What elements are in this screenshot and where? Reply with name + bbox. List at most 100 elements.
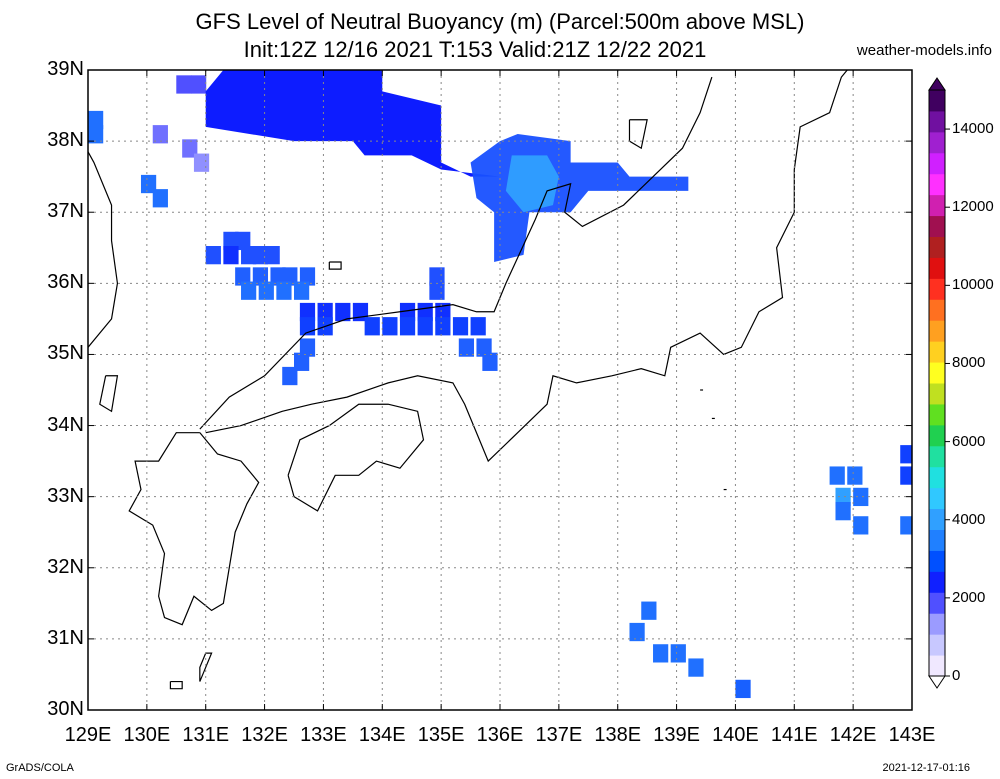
lnb-cell — [270, 267, 286, 286]
lnb-cell — [235, 231, 251, 251]
x-tick-label: 134E — [358, 724, 406, 746]
x-tick-label: 133E — [300, 724, 347, 746]
x-tick-label: 130E — [123, 724, 171, 746]
site-label: weather-models.info — [856, 42, 992, 59]
coastline-segment — [169, 680, 183, 690]
lnb-cell — [629, 622, 645, 642]
coastline-segment — [287, 403, 425, 512]
colorbar-segment — [929, 131, 945, 154]
colorbar-segment — [929, 403, 945, 426]
lnb-cell — [688, 658, 704, 677]
colorbar-segment — [929, 487, 945, 510]
lnb-cell — [299, 267, 316, 286]
colorbar-segment — [929, 655, 945, 677]
lnb-cell — [382, 317, 398, 336]
colorbar-segment — [929, 110, 945, 133]
lnb-cell — [88, 110, 104, 130]
lnb-cell — [670, 644, 686, 663]
colorbar-segment — [929, 466, 945, 489]
colorbar-label: 14000 — [952, 120, 994, 138]
lnb-cell — [88, 125, 104, 144]
coastline-segment — [328, 261, 342, 270]
lnb-blob-cyan — [505, 155, 559, 213]
colorbar-label: 12000 — [952, 198, 994, 216]
lnb-cell — [399, 302, 416, 322]
colorbar-segment — [929, 320, 945, 342]
colorbar-segment — [929, 215, 945, 237]
lnb-cell — [900, 445, 912, 464]
colorbar-segment — [929, 90, 945, 112]
colorbar-segment — [929, 383, 945, 405]
colorbar-min-arrow — [928, 675, 946, 689]
lnb-cell — [223, 246, 239, 265]
lnb-cell — [182, 139, 198, 158]
lnb-cell — [653, 644, 669, 663]
lnb-cell — [470, 317, 486, 336]
colorbar-segment — [929, 341, 945, 363]
map-subtitle: Init:12Z 12/16 2021 T:153 Valid:21Z 12/2… — [243, 37, 707, 62]
y-tick-label: 39N — [47, 58, 84, 80]
lnb-cell — [399, 317, 416, 336]
map-title: GFS Level of Neutral Buoyancy (m) (Parce… — [195, 9, 805, 34]
coastline-segment — [88, 150, 119, 348]
y-tick-label: 31N — [47, 626, 84, 649]
colorbar-segment — [929, 550, 945, 572]
colorbar-segment — [929, 571, 945, 593]
axis-ticks — [87, 69, 913, 711]
colorbar-segment — [929, 299, 945, 321]
y-tick-label: 34N — [47, 413, 84, 436]
x-tick-label: 135E — [417, 724, 465, 746]
colorbar-segment — [929, 236, 945, 258]
lnb-cell — [735, 679, 751, 699]
colorbar-segment — [929, 362, 945, 384]
lnb-cell — [641, 601, 657, 620]
x-tick-label: 132E — [241, 724, 288, 746]
lnb-cell — [294, 281, 310, 300]
lnb-cell — [235, 267, 251, 286]
lnb-cell — [140, 174, 157, 194]
x-tick-label: 138E — [594, 724, 642, 746]
colorbar-segment — [929, 508, 945, 530]
colorbar-label: 10000 — [952, 276, 994, 294]
x-tick-label: 141E — [770, 724, 818, 746]
x-tick-label: 142E — [829, 724, 877, 746]
colorbar-label: 8000 — [952, 354, 986, 372]
colorbar — [928, 77, 950, 689]
lnb-cell — [193, 153, 210, 172]
x-tick-label: 137E — [535, 724, 583, 746]
coastline-segment — [128, 432, 260, 626]
y-tick-label: 37N — [47, 200, 84, 223]
coastline-segment — [199, 76, 713, 430]
lnb-cell — [152, 189, 168, 208]
lnb-cell — [435, 302, 451, 322]
colorbar-label: 0 — [952, 667, 961, 684]
x-tick-label: 139E — [653, 724, 700, 746]
colorbar-label: 4000 — [952, 510, 986, 528]
lnb-cell — [176, 75, 192, 94]
y-tick-label: 35N — [47, 342, 84, 365]
lnb-cell — [835, 487, 851, 507]
lnb-cell — [191, 75, 207, 94]
lnb-field — [88, 70, 912, 699]
footer-credit: GrADS/COLA — [6, 762, 74, 774]
y-tick-label: 33N — [47, 484, 84, 507]
colorbar-segment — [929, 592, 945, 614]
lnb-cell — [294, 352, 310, 371]
x-tick-label: 140E — [712, 724, 759, 746]
lnb-cell — [482, 352, 498, 371]
lnb-cell — [476, 338, 492, 357]
lnb-cell — [264, 246, 280, 265]
lnb-cell — [335, 302, 351, 322]
x-tick-label: 129E — [64, 724, 112, 746]
footer-timestamp: 2021-12-17-01:16 — [882, 762, 970, 774]
lnb-cell — [829, 466, 845, 485]
x-tick-label: 136E — [476, 724, 524, 746]
lnb-cell — [435, 317, 451, 336]
lnb-cell — [152, 125, 168, 144]
lnb-cell — [853, 487, 869, 507]
colorbar-segment — [929, 152, 945, 175]
gridlines — [88, 70, 912, 710]
coastline-segment — [205, 70, 848, 463]
y-tick-label: 32N — [47, 555, 84, 578]
lnb-cell — [241, 281, 257, 300]
